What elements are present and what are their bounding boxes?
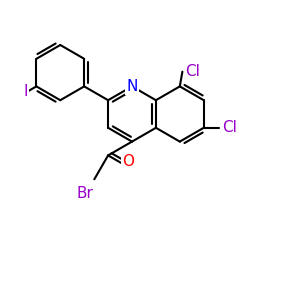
Text: Cl: Cl — [222, 120, 237, 135]
Text: Br: Br — [76, 187, 93, 202]
Text: O: O — [123, 154, 135, 169]
Text: I: I — [23, 84, 28, 99]
Text: Cl: Cl — [185, 64, 200, 79]
Text: N: N — [126, 79, 138, 94]
